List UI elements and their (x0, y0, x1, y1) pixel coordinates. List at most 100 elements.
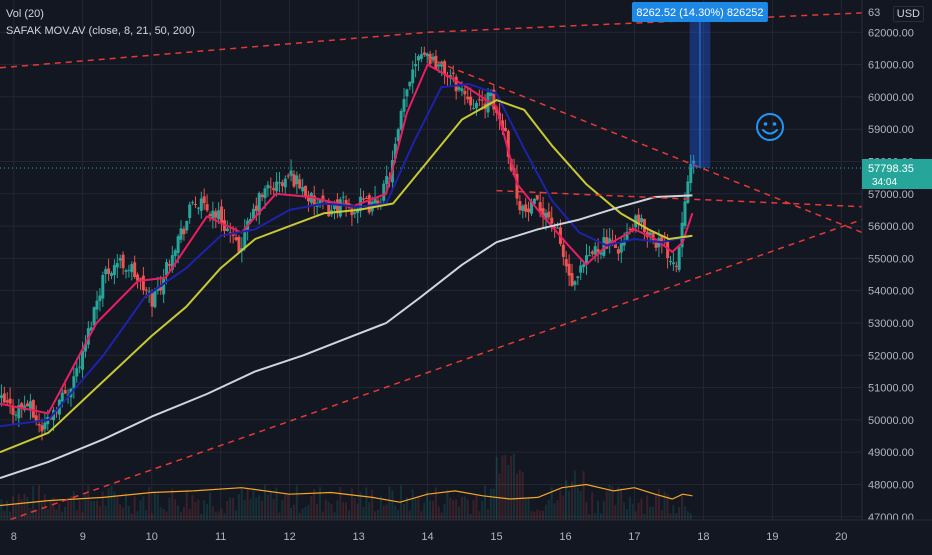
price-tick-label: 54000.00 (868, 286, 914, 298)
candle-body (295, 175, 299, 185)
volume-ma-line[interactable] (0, 483, 693, 507)
candle-body (553, 226, 557, 228)
candle-body (599, 252, 603, 255)
candle-body (272, 188, 276, 191)
legend-volume[interactable]: Vol (20) (6, 8, 44, 20)
volume-bar (631, 503, 634, 520)
ma-50-line[interactable] (0, 99, 693, 454)
volume-bar (681, 495, 684, 520)
trendline[interactable] (496, 189, 863, 208)
trendline[interactable] (0, 218, 863, 524)
candle-body (133, 262, 137, 278)
volume-bar (98, 506, 101, 520)
volume-bar (660, 509, 663, 520)
candle-body (275, 181, 279, 192)
volume-bar (376, 509, 379, 520)
volume-bar (646, 495, 649, 520)
trendlines[interactable] (0, 12, 863, 524)
volume-bar (411, 489, 414, 520)
currency-label[interactable]: USD (892, 6, 924, 22)
volume-bar (130, 513, 133, 520)
volume-bar (527, 498, 530, 520)
volume-bar (657, 488, 660, 520)
volume-bar (675, 513, 678, 520)
candle-body (619, 242, 623, 253)
volume-bar (463, 496, 466, 520)
smiley-eye (763, 122, 768, 126)
smiley-icon[interactable] (756, 113, 784, 141)
volume-bar (69, 495, 72, 520)
volume-bar (611, 486, 614, 520)
volume-bar (643, 513, 646, 520)
volume-bar (298, 512, 301, 520)
volume-bar (229, 497, 232, 520)
trendline[interactable] (427, 57, 863, 234)
candle-body (515, 173, 519, 199)
candle-body (425, 53, 429, 57)
volume-bar (620, 487, 623, 520)
volume-bar (533, 511, 536, 520)
volume-bar (353, 497, 356, 520)
candle-body (602, 237, 606, 256)
volume-bar (460, 496, 463, 520)
candle-body (98, 295, 102, 302)
trendline[interactable] (0, 31, 428, 69)
candle-body (587, 255, 591, 257)
candle-body (654, 242, 658, 248)
volume-bar (579, 490, 582, 520)
candle-body (182, 228, 186, 235)
volume-bar (457, 506, 460, 520)
candle-body (382, 183, 386, 201)
price-scale[interactable]: 47000.0048000.0049000.0050000.0051000.00… (861, 0, 932, 550)
candle-body (260, 194, 264, 197)
ma-200-line[interactable] (0, 194, 693, 479)
legend-indicator[interactable]: SAFAK MOV.AV (close, 8, 21, 50, 200) (6, 25, 195, 37)
candle-body (251, 208, 255, 219)
candle-body (648, 232, 652, 236)
candle-body (127, 269, 131, 271)
volume-bar (359, 492, 362, 520)
time-tick-label: 17 (628, 531, 640, 543)
candle-body (556, 227, 560, 229)
volume-bar (287, 493, 290, 520)
volume-bar (486, 508, 489, 520)
volume-bar (75, 509, 78, 520)
volume-bar (208, 492, 211, 520)
candle-body (130, 264, 134, 273)
candle-body (579, 265, 583, 273)
candle-body (411, 69, 415, 84)
candle-body (668, 261, 672, 263)
candle-body (283, 178, 287, 188)
volume-bar (72, 491, 75, 520)
volume-bar (382, 505, 385, 520)
candle-body (101, 274, 105, 299)
candle-body (121, 254, 125, 269)
volume-bar (191, 495, 194, 520)
candle-body (437, 64, 441, 67)
time-axis[interactable]: 8 9 10 11 12 13 14 15 16 17 18 19 20 (0, 519, 932, 550)
candle-body (680, 222, 684, 248)
volume-bar (423, 502, 426, 520)
candle-body (107, 268, 111, 275)
volume-bar (408, 510, 411, 520)
time-tick-label: 15 (490, 531, 502, 543)
volume-bar (93, 500, 96, 520)
ma-21-line[interactable] (0, 83, 693, 428)
volume-bar (211, 505, 214, 520)
candle-body (159, 286, 163, 291)
ma-8-line[interactable] (0, 63, 694, 415)
volume-bar (374, 511, 377, 520)
time-tick-label: 19 (766, 531, 778, 543)
volume-bar (472, 500, 475, 520)
candle-body (243, 229, 247, 249)
candle-body (570, 273, 574, 286)
volume-bar (455, 499, 458, 520)
time-axis-bg (0, 520, 932, 550)
candle-body (625, 231, 629, 241)
candle-body (341, 196, 345, 198)
volume-bar (55, 509, 58, 520)
candle-body (524, 204, 528, 212)
last-price-tag[interactable] (862, 159, 932, 190)
